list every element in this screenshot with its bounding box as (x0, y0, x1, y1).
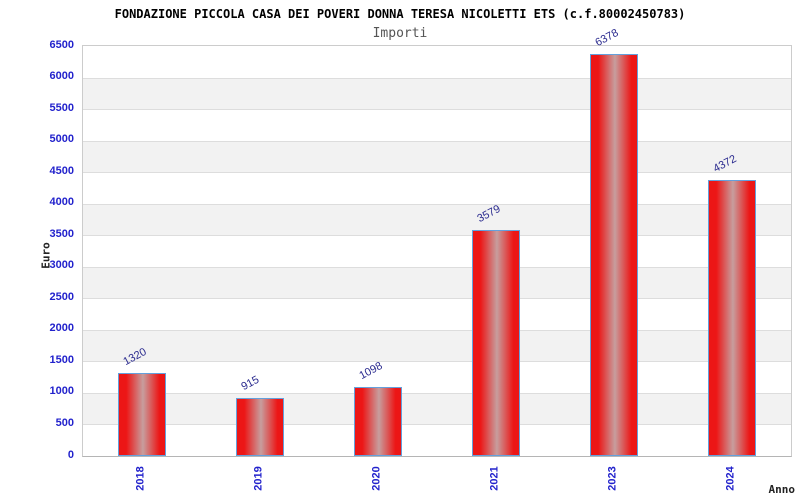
grid-band (83, 329, 791, 362)
x-tick-label-2021: 2021 (488, 466, 501, 491)
bar-2024 (708, 180, 756, 456)
y-tick-label: 500 (55, 416, 74, 429)
y-axis-title: Euro (39, 242, 53, 269)
grid-line (83, 140, 791, 142)
x-tick-label-2020: 2020 (370, 466, 383, 491)
grid-line (83, 266, 791, 268)
chart-title: FONDAZIONE PICCOLA CASA DEI POVERI DONNA… (114, 7, 686, 21)
bar-2021 (472, 230, 520, 456)
y-tick-label: 5500 (49, 101, 74, 114)
bar-2019 (236, 398, 284, 456)
grid-line (83, 298, 791, 300)
grid-line (83, 424, 791, 426)
grid-band (83, 77, 791, 110)
grid-band (83, 392, 791, 425)
y-tick-label: 5000 (49, 133, 74, 146)
y-tick-label: 3000 (49, 259, 74, 272)
bar-2023 (590, 53, 638, 456)
y-tick-label: 4500 (49, 164, 74, 177)
grid-line (83, 203, 791, 205)
y-tick-label: 6000 (49, 70, 74, 83)
plot-area: 1320 915 1098 3579 6378 4372 (82, 27, 792, 457)
x-axis-title: Anno (768, 483, 796, 496)
y-tick-label: 0 (67, 448, 74, 461)
y-tick-label: 6500 (49, 38, 74, 51)
y-tick-label: 4000 (49, 196, 74, 209)
x-tick-label-2024: 2024 (724, 466, 737, 491)
grid-band (83, 140, 791, 173)
grid-line (83, 361, 791, 363)
y-tick-label: 2500 (49, 290, 74, 303)
y-tick-label: 3500 (49, 227, 74, 240)
bar-value-label: 1098 (357, 359, 385, 382)
grid-band (83, 203, 791, 236)
grid-band (83, 266, 791, 299)
bar-2018 (118, 372, 166, 456)
grid-line (83, 77, 791, 79)
x-tick-label-2023: 2023 (606, 466, 619, 491)
grid-line (83, 109, 791, 111)
grid-line (83, 172, 791, 174)
y-tick-label: 1500 (49, 353, 74, 366)
x-tick-label-2018: 2018 (134, 466, 147, 491)
chart-subtitle: Importi (372, 26, 428, 41)
x-tick-label-2019: 2019 (252, 466, 265, 491)
y-tick-label: 2000 (49, 322, 74, 335)
grid-line (83, 392, 791, 394)
bar-2020 (354, 386, 402, 456)
grid-line (83, 235, 791, 237)
y-tick-label: 1000 (49, 385, 74, 398)
bar-value-label: 915 (239, 374, 262, 394)
grid-line (83, 329, 791, 331)
